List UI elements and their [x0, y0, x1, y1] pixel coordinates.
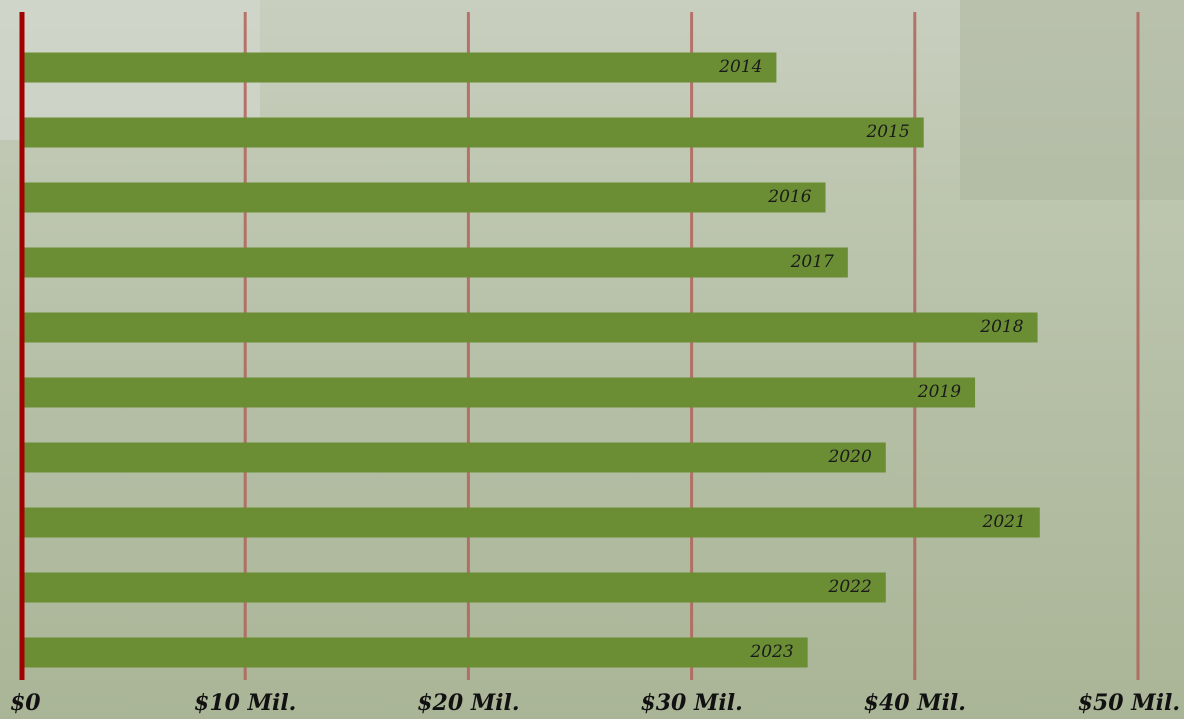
bar-label: 2014 — [718, 57, 762, 77]
bar-label: 2022 — [828, 577, 872, 597]
bar — [22, 247, 848, 278]
bar-label: 2021 — [982, 512, 1026, 532]
x-tick-label: $50 Mil. — [1078, 690, 1180, 716]
bar-label: 2016 — [767, 187, 811, 207]
bar-label: 2015 — [865, 122, 909, 142]
x-tick-label: $0 — [10, 690, 41, 716]
bar-label: 2019 — [917, 382, 961, 402]
x-tick-label: $10 Mil. — [194, 690, 296, 716]
bar — [22, 572, 886, 603]
bar — [22, 377, 976, 408]
x-tick-label: $40 Mil. — [864, 690, 966, 716]
x-tick-label: $30 Mil. — [640, 690, 742, 716]
bar — [22, 182, 826, 213]
bar — [22, 52, 777, 83]
x-tick-label: $20 Mil. — [417, 690, 519, 716]
bar-label: 2017 — [790, 252, 834, 272]
bar — [22, 117, 924, 148]
bar — [22, 637, 808, 668]
bar-label: 2023 — [749, 642, 793, 662]
background-shape — [960, 0, 1184, 200]
bar — [22, 442, 886, 473]
bar — [22, 507, 1040, 538]
bar-label: 2020 — [828, 447, 872, 467]
bar — [22, 312, 1038, 343]
bar-label: 2018 — [979, 317, 1023, 337]
